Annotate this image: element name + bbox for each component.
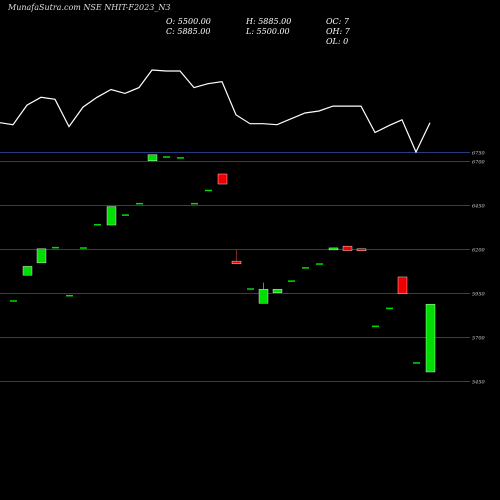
candle-body [288, 280, 295, 282]
candle [36, 248, 47, 264]
candle [147, 154, 158, 161]
candle-body [10, 300, 17, 302]
ohlc-oc: OC: 7 [326, 17, 350, 26]
candle [397, 276, 408, 294]
candle-body [316, 263, 323, 265]
candle [425, 304, 436, 373]
y-axis-ticks: 6750 6700 6450 6200 5950 5700 5450 [472, 151, 486, 386]
candle [272, 289, 283, 293]
candle [80, 247, 87, 249]
candle-body [397, 276, 408, 294]
candle-body [191, 202, 198, 205]
candles [10, 154, 436, 373]
candle [177, 157, 184, 159]
candle-body [147, 154, 158, 161]
candle-body [247, 288, 254, 290]
y-tick-label: 6750 [472, 151, 486, 157]
candle [231, 249, 242, 264]
candle [302, 267, 309, 269]
candle-body [163, 156, 170, 158]
candle-body [22, 266, 33, 276]
candle-body [272, 289, 283, 293]
candle-body [386, 307, 393, 310]
candle [66, 294, 73, 297]
candle-body [342, 245, 353, 251]
candle [342, 245, 353, 251]
candle [22, 266, 33, 276]
ohlc-oh: OH: 7 [326, 27, 350, 36]
candle [258, 282, 269, 304]
candle [386, 307, 393, 310]
candle [316, 263, 323, 265]
ohlc-open: O: 5500.00 [166, 17, 211, 26]
y-tick-label: 5950 [472, 292, 486, 298]
candle [356, 248, 367, 252]
candle-body [136, 202, 143, 205]
candle-body [231, 260, 242, 264]
candle-body [413, 362, 420, 364]
candle [413, 362, 420, 364]
chart-title: MunafaSutra.com NSE NHIT-F2023_N3 [8, 3, 171, 12]
candle-body [328, 247, 339, 251]
candle [217, 173, 228, 185]
candle-body [94, 224, 101, 226]
ohlc-low: L: 5500.00 [246, 27, 290, 36]
candle [122, 214, 129, 216]
candle [10, 300, 17, 302]
candle-body [217, 173, 228, 185]
candle-body [80, 247, 87, 249]
candle [191, 202, 198, 205]
candle-body [356, 248, 367, 252]
candle-body [36, 248, 47, 264]
y-tick-label: 6700 [472, 160, 486, 166]
overlay-line [0, 69, 431, 154]
overlay-series-line [0, 69, 431, 154]
y-tick-label: 5700 [472, 336, 486, 342]
candle [372, 325, 379, 328]
y-tick-label: 6450 [472, 204, 486, 210]
ohlc-high: H: 5885.00 [246, 17, 292, 26]
candle-body [106, 206, 117, 226]
grid-lines [0, 152, 470, 382]
candle-body [425, 304, 436, 373]
candle-body [177, 157, 184, 159]
candle-body [302, 267, 309, 269]
candle [328, 247, 339, 251]
candle [205, 189, 212, 192]
candle-body [258, 289, 269, 304]
candle [288, 280, 295, 282]
y-tick-label: 6200 [472, 248, 486, 254]
candle [94, 224, 101, 226]
ohlc-ol: OL: 0 [326, 37, 349, 46]
candle [106, 206, 117, 226]
y-tick-label: 5450 [472, 380, 486, 386]
candle [163, 156, 170, 158]
candle [136, 202, 143, 205]
candle-body [372, 325, 379, 328]
candle-body [52, 246, 59, 249]
candle [247, 288, 254, 290]
candle-body [66, 294, 73, 297]
ohlc-close: C: 5885.00 [166, 27, 211, 36]
candle [52, 246, 59, 249]
candle-body [205, 189, 212, 192]
candle-body [122, 214, 129, 216]
